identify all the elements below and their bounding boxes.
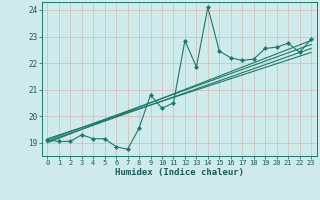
X-axis label: Humidex (Indice chaleur): Humidex (Indice chaleur) xyxy=(115,168,244,177)
